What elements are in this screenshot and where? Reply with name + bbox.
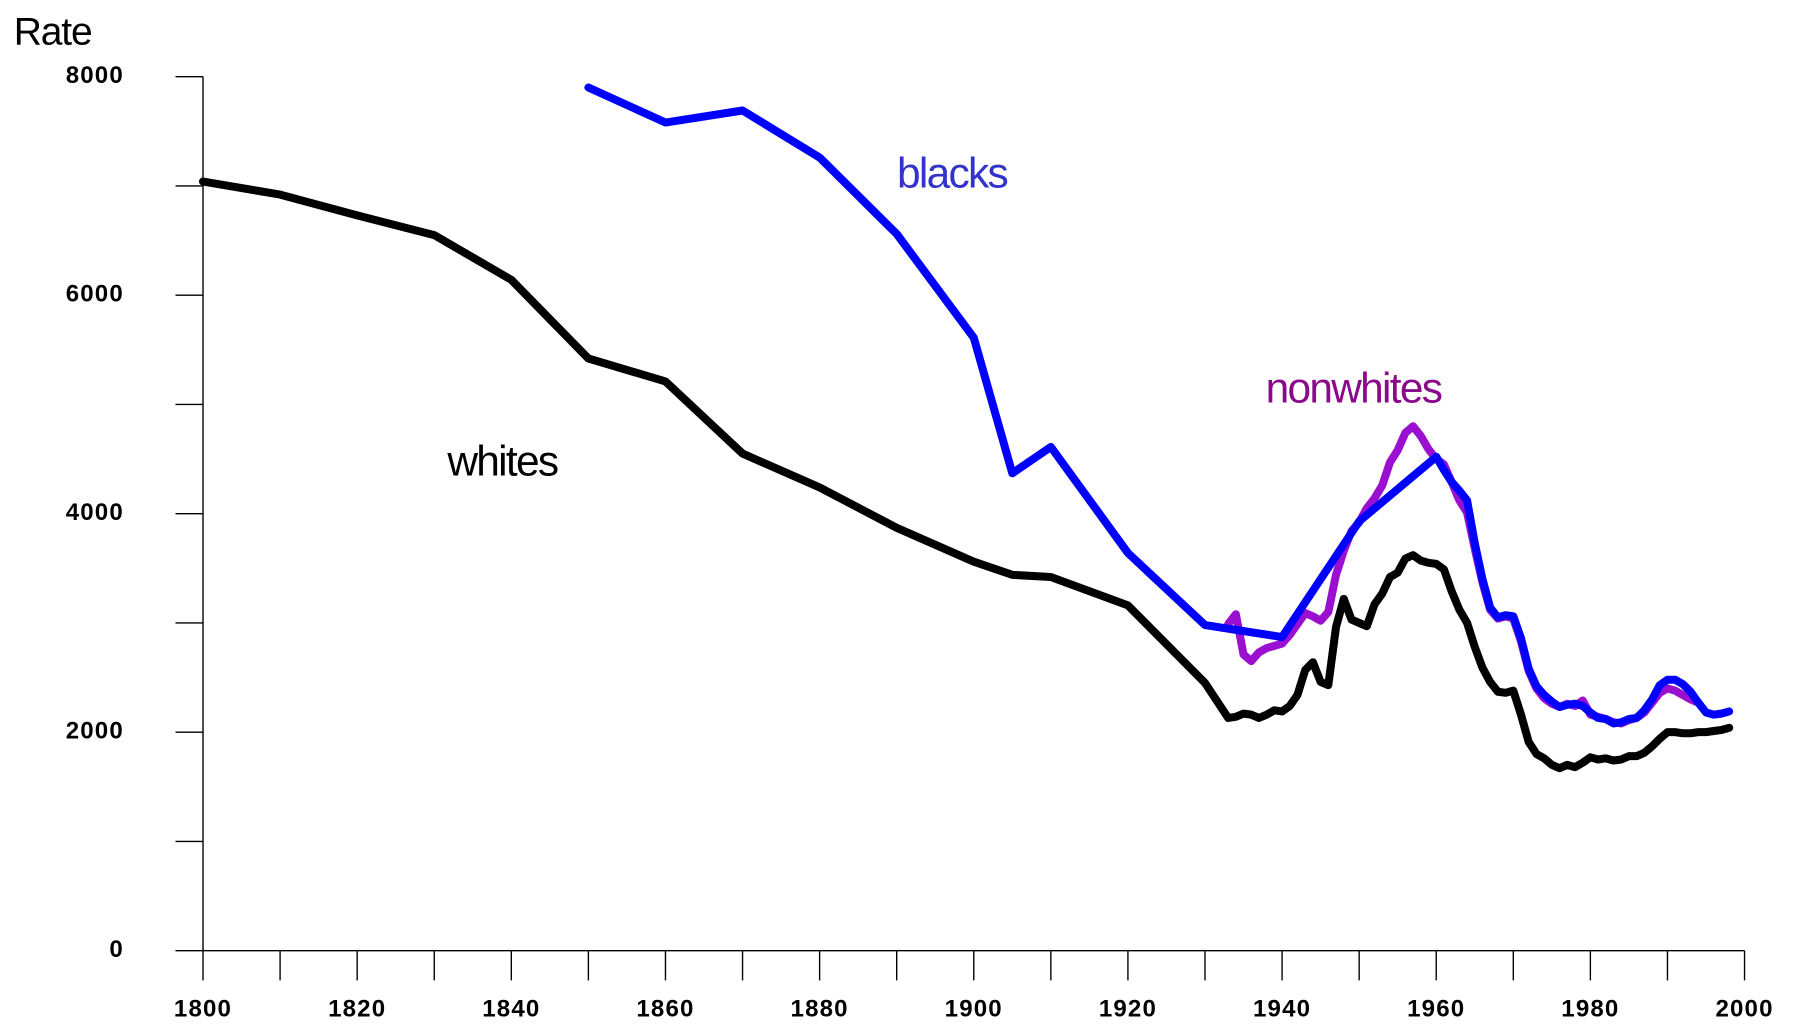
x-tick-label: 2000 [1715, 996, 1773, 1023]
series-line [198, 177, 1734, 773]
y-tick-label: 0 [109, 936, 124, 963]
x-tick-label: 1960 [1407, 996, 1465, 1023]
x-tick-label: 1940 [1253, 996, 1311, 1023]
series-label: whites [446, 438, 557, 485]
x-tick-label: 1880 [791, 996, 849, 1023]
x-tick-label: 1820 [328, 996, 386, 1023]
y-tick-label: 2000 [66, 718, 124, 745]
x-tick-label: 1920 [1099, 996, 1157, 1023]
series-label: blacks [897, 149, 1007, 196]
y-tick-label: 8000 [66, 62, 124, 89]
y-axis-label: Rate [14, 11, 92, 54]
y-tick-label: 6000 [66, 281, 124, 308]
x-tick-label: 1900 [945, 996, 1003, 1023]
x-tick-label: 1840 [482, 996, 540, 1023]
series-label: nonwhites [1266, 364, 1442, 411]
x-tick-label: 1800 [174, 996, 232, 1023]
x-tick-label: 1980 [1561, 996, 1619, 1023]
y-tick-label: 4000 [66, 499, 124, 526]
series-line [584, 83, 1734, 728]
x-tick-label: 1860 [636, 996, 694, 1023]
